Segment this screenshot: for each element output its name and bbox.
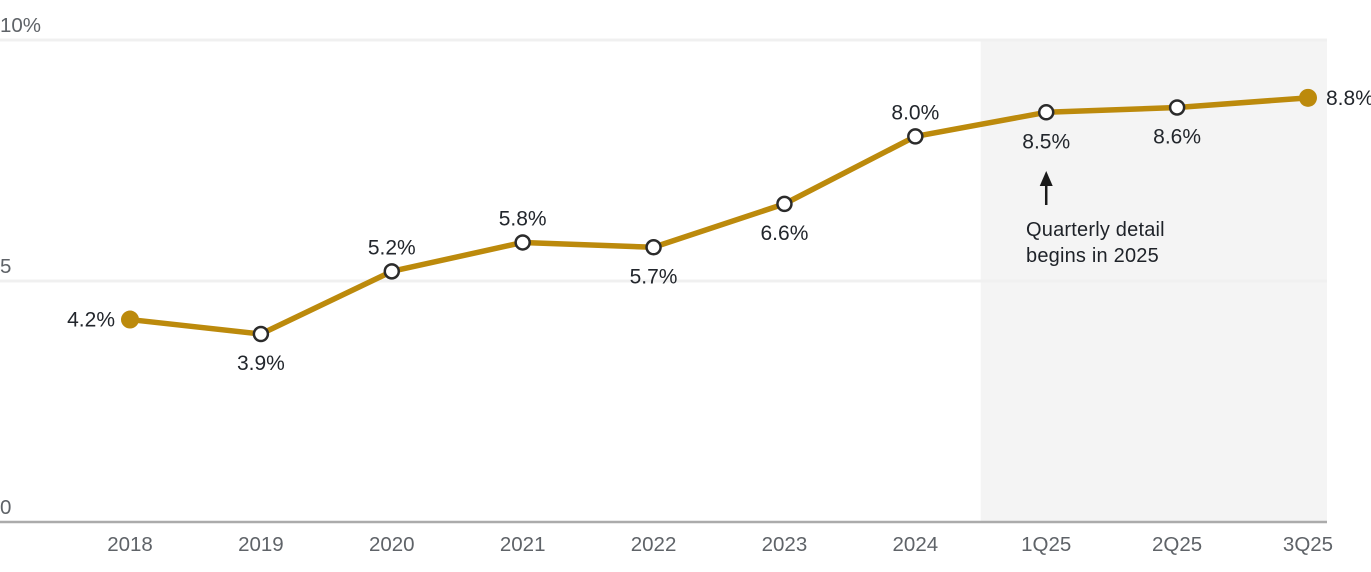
x-axis-label: 2021: [500, 533, 546, 556]
trend-line: [127, 95, 1311, 337]
x-axis-label: 2020: [369, 533, 415, 556]
x-axis-label: 2018: [107, 533, 153, 556]
x-axis-label: 1Q25: [1021, 533, 1071, 556]
data-point-label: 4.2%: [67, 309, 115, 332]
data-point-label: 8.8%: [1326, 87, 1371, 110]
x-axis-label: 2Q25: [1152, 533, 1202, 556]
x-axis-label: 3Q25: [1283, 533, 1333, 556]
data-point-label: 8.5%: [1022, 130, 1070, 153]
annotation-line-1: Quarterly detail: [1026, 219, 1165, 241]
data-point-label: 8.6%: [1153, 125, 1201, 148]
y-axis-label: 0: [0, 496, 11, 519]
annotation-arrow-layer: [1039, 171, 1053, 205]
data-point-label: 6.6%: [761, 222, 809, 245]
data-point-label: 5.7%: [630, 265, 678, 288]
trend-line-layer: [127, 95, 1311, 337]
y-axis-labels: 0 5 10%: [0, 14, 41, 519]
y-axis-label: 10%: [0, 14, 41, 37]
data-point-label: 5.8%: [499, 207, 547, 230]
data-point-marker: [383, 263, 401, 280]
annotation-quarterly-detail: Quarterly detail begins in 2025: [1026, 217, 1165, 269]
x-axis-label: 2023: [762, 533, 808, 556]
data-point-marker: [1299, 88, 1317, 107]
data-point-labels: 4.2% 3.9% 5.2% 5.8% 5.7% 6.6% 8.0% 8.5% 8.6% 8.8%: [67, 87, 1371, 375]
x-axis-label: 2022: [631, 533, 677, 556]
data-point-marker: [1168, 99, 1186, 116]
data-point-marker: [121, 310, 139, 329]
x-axis-labels: 2018 2019 2020 2021 2022 2023 2024 1Q25 2Q25 3Q25: [107, 533, 1333, 556]
gridline-layer: [0, 38, 1327, 524]
data-point-marker: [645, 239, 662, 256]
data-point-label: 8.0%: [891, 101, 939, 124]
data-point-marker: [776, 195, 793, 213]
data-point-label: 5.2%: [368, 236, 416, 259]
data-point-label: 3.9%: [237, 352, 285, 375]
annotation-line-2: begins in 2025: [1026, 245, 1159, 267]
up-arrow-icon: [1039, 171, 1053, 186]
data-point-marker: [252, 325, 270, 343]
y-axis-label: 5: [0, 255, 11, 278]
x-axis-label: 2024: [893, 533, 939, 556]
data-point-marker: [1037, 104, 1055, 121]
x-axis-label: 2019: [238, 533, 284, 556]
data-point-marker: [907, 128, 924, 145]
data-point-markers: [121, 88, 1317, 343]
data-point-marker: [514, 234, 531, 251]
